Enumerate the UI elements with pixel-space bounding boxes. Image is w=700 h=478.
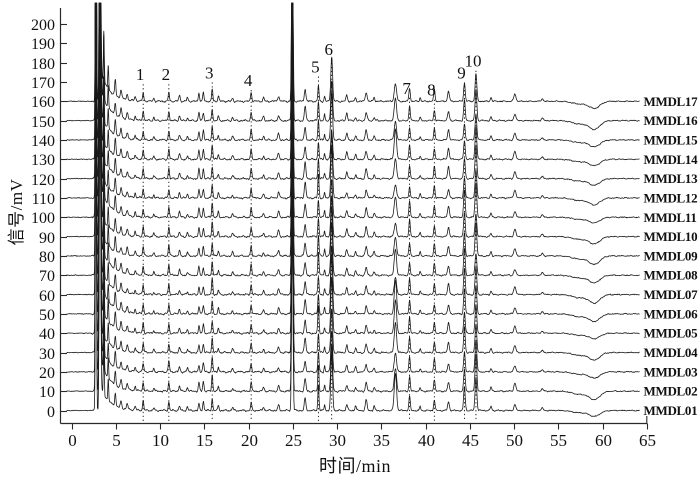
x-tick-label: 0 [68,431,77,450]
y-tick-label: 110 [32,191,55,208]
trace-label-MMDL06: MMDL06 [644,306,699,321]
trace-label-MMDL14: MMDL14 [644,152,699,167]
trace-label-MMDL15: MMDL15 [644,132,699,147]
peak-number-label-3: 3 [205,63,214,82]
y-tick-label: 60 [39,288,55,305]
peak-number-label-4: 4 [244,71,253,90]
y-axis-title: 信号/mV [7,178,26,246]
x-tick-label: 10 [152,431,169,450]
trace-label-MMDL04: MMDL04 [644,345,699,360]
trace-line-MMDL03 [66,2,640,379]
x-tick-label: 35 [373,431,390,450]
y-tick-label: 80 [39,249,55,266]
peak-number-label-7: 7 [402,79,411,98]
trace-label-MMDL17: MMDL17 [644,94,699,109]
y-tick-label: 160 [31,94,55,111]
trace-label-MMDL08: MMDL08 [644,268,699,283]
trace-line-MMDL09 [66,2,640,266]
trace-line-MMDL08 [66,2,640,284]
trace-label-MMDL03: MMDL03 [644,364,699,379]
peak-number-label-2: 2 [162,65,171,84]
trace-label-MMDL01: MMDL01 [644,403,698,418]
trace-label-MMDL07: MMDL07 [644,287,699,302]
x-tick-label: 5 [112,431,121,450]
x-tick-label: 55 [550,431,567,450]
trace-line-MMDL06 [66,2,640,323]
y-tick-label: 20 [39,365,55,382]
y-tick-label: 180 [31,56,55,73]
y-tick-label: 40 [39,326,55,343]
x-tick-label: 50 [506,431,523,450]
y-tick-label: 90 [39,230,55,247]
peak-number-label-5: 5 [311,58,320,77]
y-tick-label: 70 [39,268,55,285]
trace-label-MMDL16: MMDL16 [644,113,699,128]
x-tick-label: 30 [329,431,346,450]
peak-number-label-9: 9 [457,63,466,82]
x-tick-label: 45 [462,431,479,450]
x-tick-label: 60 [595,431,612,450]
x-tick-label: 65 [639,431,656,450]
trace-line-MMDL02 [66,2,640,401]
trace-line-MMDL07 [66,2,640,305]
y-tick-label: 50 [39,307,55,324]
trace-line-MMDL14 [66,2,640,167]
trace-label-MMDL05: MMDL05 [644,326,699,341]
trace-line-MMDL05 [66,2,640,340]
trace-line-MMDL17 [66,2,640,110]
y-tick-label: 120 [31,172,55,189]
trace-line-MMDL13 [66,2,640,186]
y-tick-label: 140 [31,133,55,150]
trace-line-MMDL11 [66,2,640,224]
trace-line-MMDL15 [66,2,640,148]
trace-line-MMDL16 [66,2,640,131]
peak-number-label-8: 8 [427,81,436,100]
y-tick-label: 10 [39,384,55,401]
y-tick-label: 0 [47,404,55,421]
x-tick-label: 15 [196,431,213,450]
trace-label-MMDL13: MMDL13 [644,171,699,186]
y-tick-label: 30 [39,346,55,363]
trace-line-MMDL04 [66,2,640,361]
y-tick-label: 200 [31,17,55,34]
trace-label-MMDL02: MMDL02 [644,384,698,399]
x-tick-label: 20 [241,431,258,450]
trace-label-MMDL10: MMDL10 [644,229,698,244]
x-axis-title: 时间/min [318,456,391,476]
y-tick-label: 130 [31,152,55,169]
peak-number-label-10: 10 [464,52,481,71]
peak-number-label-1: 1 [136,65,145,84]
x-tick-label: 25 [285,431,302,450]
trace-line-MMDL01 [66,2,640,417]
y-tick-label: 150 [31,114,55,131]
x-tick-label: 40 [418,431,435,450]
y-tick-label: 100 [31,210,55,227]
trace-group [66,2,640,417]
y-tick-label: 190 [31,36,55,53]
trace-label-MMDL12: MMDL12 [644,190,698,205]
peak-number-label-6: 6 [324,40,333,59]
y-tick-label: 170 [31,75,55,92]
trace-label-MMDL11: MMDL11 [644,210,697,225]
trace-label-MMDL09: MMDL09 [644,248,699,263]
trace-line-MMDL12 [66,2,640,206]
trace-line-MMDL10 [66,2,640,245]
